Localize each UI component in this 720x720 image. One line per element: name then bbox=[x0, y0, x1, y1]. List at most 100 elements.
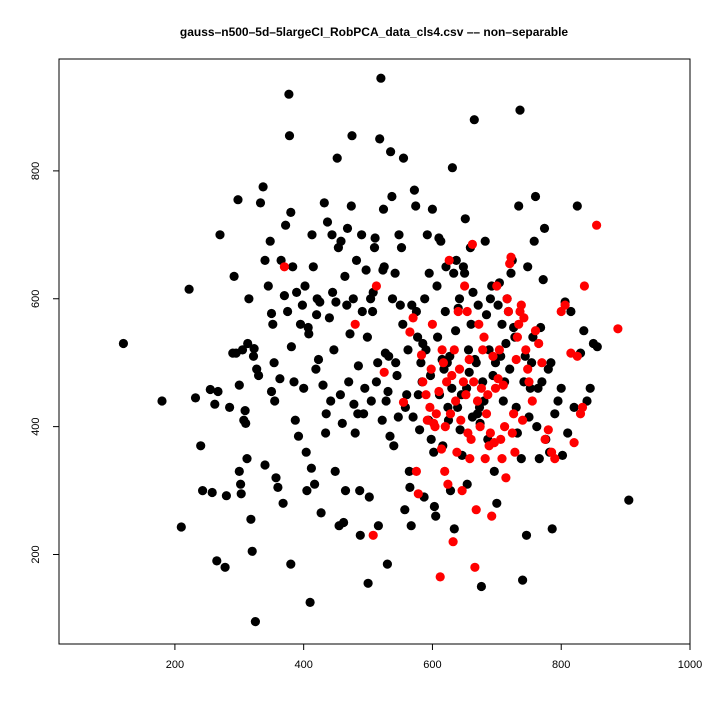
data-point-red bbox=[501, 473, 511, 483]
data-point-black bbox=[371, 377, 381, 387]
data-point-black bbox=[340, 271, 350, 281]
data-point-black bbox=[403, 345, 413, 355]
data-point-black bbox=[451, 255, 461, 265]
data-point-black bbox=[547, 524, 557, 534]
data-point-red bbox=[469, 377, 479, 387]
data-point-red bbox=[418, 377, 428, 387]
data-point-red bbox=[442, 377, 452, 387]
data-point-black bbox=[389, 441, 399, 451]
data-point-black bbox=[407, 300, 417, 310]
data-point-black bbox=[386, 147, 396, 157]
data-point-black bbox=[321, 428, 331, 438]
data-point-black bbox=[213, 386, 223, 397]
data-point-black bbox=[373, 521, 383, 531]
data-point-black bbox=[270, 396, 280, 406]
data-point-black bbox=[447, 383, 457, 393]
data-point-red bbox=[485, 428, 495, 438]
data-point-black bbox=[297, 300, 307, 310]
data-point-black bbox=[240, 406, 250, 416]
data-point-black bbox=[249, 344, 259, 354]
data-point-red bbox=[431, 409, 441, 419]
data-point-red bbox=[457, 486, 467, 496]
data-point-red bbox=[472, 396, 483, 406]
data-point-black bbox=[311, 364, 321, 374]
data-point-black bbox=[382, 559, 392, 569]
data-point-black bbox=[364, 492, 374, 502]
data-point-black bbox=[409, 185, 419, 195]
data-point-black bbox=[331, 297, 341, 307]
data-point-black bbox=[492, 498, 502, 508]
data-point-black bbox=[582, 396, 592, 406]
data-point-black bbox=[449, 268, 459, 278]
data-point-black bbox=[368, 306, 378, 317]
data-point-black bbox=[308, 262, 318, 272]
data-point-black bbox=[387, 191, 397, 202]
plot-frame bbox=[58, 58, 691, 645]
data-point-black bbox=[286, 559, 296, 569]
data-point-black bbox=[566, 306, 576, 317]
data-point-black bbox=[176, 522, 186, 532]
data-point-red bbox=[425, 402, 435, 412]
data-point-black bbox=[498, 396, 508, 406]
data-point-red bbox=[474, 319, 484, 329]
data-point-black bbox=[225, 402, 235, 412]
data-point-black bbox=[390, 268, 400, 278]
data-point-red bbox=[592, 220, 602, 230]
data-point-red bbox=[534, 338, 544, 349]
data-point-black bbox=[289, 377, 299, 387]
data-point-black bbox=[396, 243, 407, 253]
data-point-black bbox=[436, 236, 446, 246]
data-point-red bbox=[498, 380, 508, 390]
data-point-red bbox=[451, 396, 461, 406]
data-point-black bbox=[246, 514, 256, 524]
data-point-black bbox=[377, 415, 387, 425]
data-point-black bbox=[521, 530, 532, 540]
data-point-black bbox=[221, 491, 231, 501]
data-point-red bbox=[405, 327, 415, 337]
data-point-red bbox=[445, 409, 456, 419]
data-point-red bbox=[279, 262, 289, 272]
data-point-black bbox=[413, 390, 423, 400]
data-point-black bbox=[279, 291, 289, 301]
data-point-black bbox=[190, 393, 201, 403]
data-point-black bbox=[237, 345, 248, 355]
data-point-red bbox=[502, 294, 512, 304]
data-point-black bbox=[250, 617, 260, 627]
data-point-black bbox=[265, 236, 275, 246]
data-point-red bbox=[478, 345, 488, 355]
data-point-black bbox=[431, 511, 441, 521]
data-point-black bbox=[405, 482, 415, 492]
data-point-black bbox=[489, 466, 499, 476]
data-point-red bbox=[521, 345, 531, 355]
data-point-black bbox=[539, 223, 550, 233]
data-point-black bbox=[234, 380, 244, 390]
data-point-black bbox=[357, 230, 367, 240]
data-point-black bbox=[363, 578, 373, 588]
data-point-black bbox=[212, 556, 222, 566]
data-point-black bbox=[585, 383, 595, 393]
data-point-black bbox=[592, 342, 602, 352]
data-point-black bbox=[471, 358, 481, 368]
data-point-red bbox=[464, 354, 474, 365]
data-point-black bbox=[505, 364, 515, 374]
data-point-red bbox=[452, 447, 462, 457]
y-tick-label: 800 bbox=[30, 162, 42, 180]
data-point-black bbox=[310, 479, 320, 489]
data-point-black bbox=[205, 384, 215, 395]
data-point-black bbox=[328, 287, 338, 297]
data-point-black bbox=[247, 546, 257, 556]
data-point-black bbox=[241, 418, 251, 428]
data-point-black bbox=[480, 236, 490, 246]
data-point-black bbox=[220, 562, 230, 572]
data-point-black bbox=[248, 351, 259, 361]
data-point-red bbox=[481, 409, 492, 419]
data-point-black bbox=[464, 367, 474, 377]
data-point-black bbox=[260, 255, 270, 265]
data-point-black bbox=[497, 319, 507, 329]
data-point-red bbox=[492, 281, 502, 291]
data-point-black bbox=[286, 207, 296, 217]
data-point-black bbox=[242, 454, 252, 464]
data-point-red bbox=[427, 319, 437, 329]
data-point-red bbox=[454, 364, 465, 374]
data-point-black bbox=[532, 422, 542, 432]
